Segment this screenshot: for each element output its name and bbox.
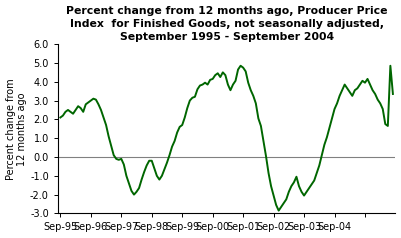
Title: Percent change from 12 months ago, Producer Price
Index  for Finished Goods, not: Percent change from 12 months ago, Produ…	[66, 5, 387, 42]
Y-axis label: Percent change from
12 months ago: Percent change from 12 months ago	[6, 78, 27, 180]
